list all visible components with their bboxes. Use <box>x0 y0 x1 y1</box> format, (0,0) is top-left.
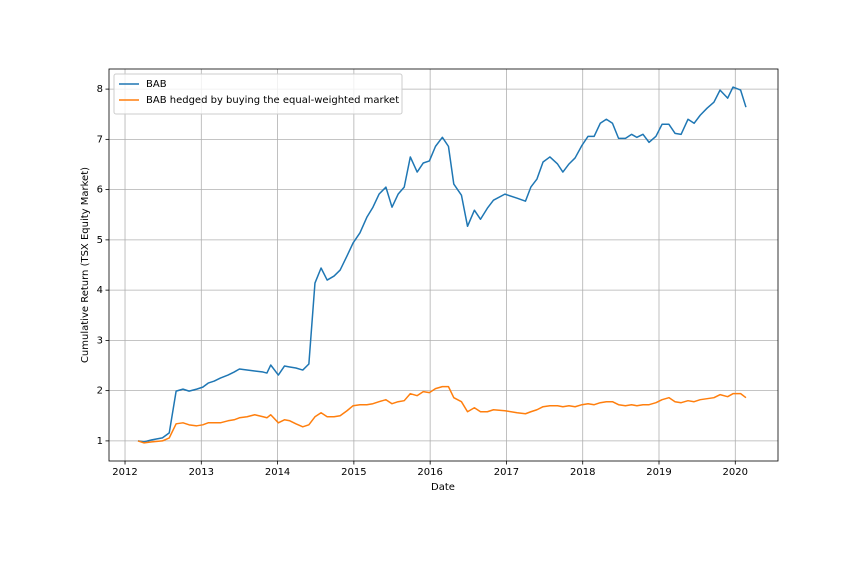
legend-label: BAB <box>146 79 167 90</box>
x-tick-label: 2015 <box>341 467 366 478</box>
x-tick-label: 2014 <box>265 467 290 478</box>
x-tick-label: 2018 <box>570 467 595 478</box>
y-tick-label: 7 <box>97 134 103 145</box>
plot-frame <box>108 68 779 462</box>
y-tick-label: 1 <box>97 436 103 447</box>
x-axis-label: Date <box>431 482 455 493</box>
y-axis-label: Cumulative Return (TSX Equity Market) <box>80 167 91 363</box>
x-tick-label: 2016 <box>417 467 442 478</box>
series-line <box>137 385 747 444</box>
x-tick-label: 2017 <box>494 467 519 478</box>
x-tick-label: 2013 <box>189 467 214 478</box>
y-tick-label: 6 <box>97 185 103 196</box>
legend-box <box>113 73 403 115</box>
y-tick-label: 4 <box>97 285 103 296</box>
y-tick-label: 5 <box>97 235 103 246</box>
x-tick-label: 2019 <box>646 467 671 478</box>
x-tick-label: 2012 <box>112 467 137 478</box>
y-tick-label: 8 <box>97 84 103 95</box>
x-tick-label: 2020 <box>723 467 748 478</box>
y-tick-label: 3 <box>97 335 103 346</box>
legend-label: BAB hedged by buying the equal-weighted … <box>146 95 399 106</box>
y-tick-label: 2 <box>97 386 103 397</box>
series-line <box>137 86 747 443</box>
